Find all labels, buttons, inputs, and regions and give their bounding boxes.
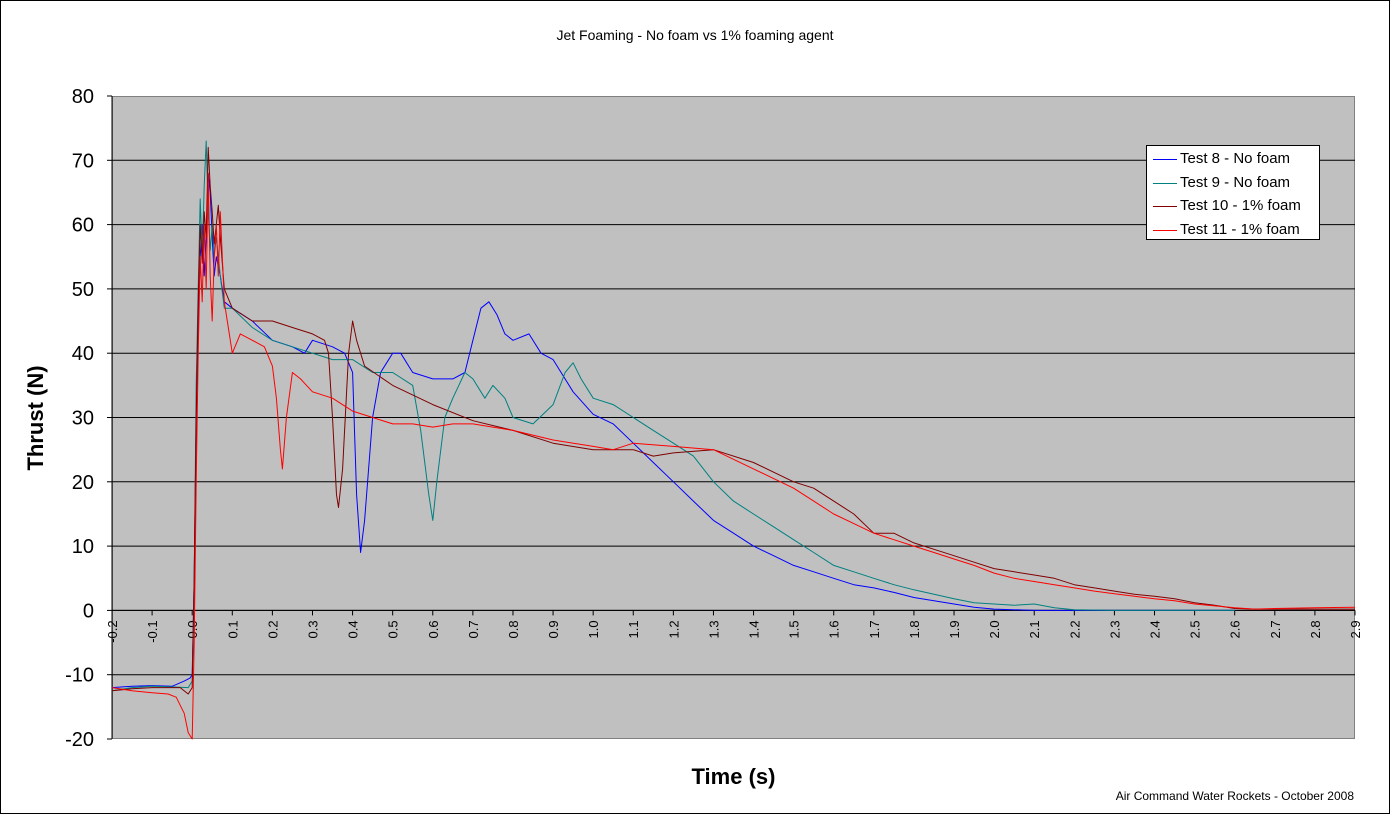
legend-item-test-10: Test 10 - 1% foam [1147,195,1319,219]
x-tick-label: 2.2 [1067,620,1082,638]
x-tick-label: 2.9 [1348,620,1363,638]
x-tick-label: -0.2 [105,620,120,642]
x-tick-label: 0.9 [546,620,561,638]
x-tick-label: 1.0 [586,620,601,638]
legend-item-test-9: Test 9 - No foam [1147,172,1319,196]
y-tick-label: 50 [72,279,94,301]
x-tick-label: 0.3 [305,620,320,638]
x-tick-label: 2.6 [1228,620,1243,638]
y-tick-label: -20 [65,729,94,751]
x-tick-label: 1.7 [867,620,882,638]
x-tick-label: 2.3 [1107,620,1122,638]
x-tick-label: 2.4 [1148,620,1163,638]
x-tick-label: 0.8 [506,620,521,638]
x-tick-label: 2.7 [1268,620,1283,638]
x-tick-label: 1.6 [827,620,842,638]
legend: Test 8 - No foam Test 9 - No foam Test 1… [1146,145,1320,240]
series-line-2 [111,140,1235,692]
y-tick-label: 80 [72,86,94,108]
chart-credit: Air Command Water Rockets - October 2008 [1115,789,1354,803]
series-line-3 [111,146,1355,695]
y-tick-label: 60 [72,215,94,237]
y-tick-label: -10 [65,665,94,687]
legend-label: Test 8 - No foam [1180,150,1291,167]
legend-item-test-11: Test 11 - 1% foam [1147,219,1319,243]
series-line-1 [111,172,1235,689]
legend-swatch [1153,206,1177,207]
x-tick-label: 2.0 [987,620,1002,638]
y-axis-label: Thrust (N) [23,365,48,471]
x-tick-label: 0.5 [386,620,401,638]
x-tick-label: 2.1 [1027,620,1042,638]
x-tick-label: 1.1 [626,620,641,638]
x-tick-label: -0.1 [145,620,160,642]
legend-label: Test 11 - 1% foam [1180,220,1300,238]
x-tick-label: 2.5 [1188,620,1203,638]
x-tick-label: 0.6 [426,620,441,638]
legend-item-test-8: Test 8 - No foam [1147,148,1319,172]
x-tick-label: 2.8 [1308,620,1323,638]
y-tick-label: 70 [72,150,94,172]
x-tick-label: 1.4 [747,620,762,638]
x-tick-label: 0.7 [466,620,481,638]
y-tick-label: 40 [72,343,94,365]
legend-label: Test 10 - 1% foam [1180,197,1301,214]
y-tick-label: 0 [83,600,94,622]
series-line-4 [111,172,1356,740]
x-axis-label: Time (s) [691,764,776,789]
legend-swatch [1153,182,1177,184]
legend-label: Test 9 - No foam [1180,173,1291,191]
x-tick-label: 0.4 [346,620,361,638]
x-tick-label: 0.2 [265,620,280,638]
y-tick-label: 10 [72,536,94,558]
x-tick-label: 1.8 [907,620,922,638]
legend-swatch [1153,159,1177,160]
x-tick-label: 1.9 [947,620,962,638]
x-tick-label: 1.2 [666,620,681,638]
legend-swatch [1153,229,1177,231]
x-tick-label: 1.3 [706,620,721,638]
x-tick-label: 0.1 [225,620,240,638]
y-tick-label: 30 [72,408,94,430]
x-tick-label: 1.5 [787,620,802,638]
chart-title: Jet Foaming - No foam vs 1% foaming agen… [556,27,834,43]
y-tick-label: 20 [72,472,94,494]
